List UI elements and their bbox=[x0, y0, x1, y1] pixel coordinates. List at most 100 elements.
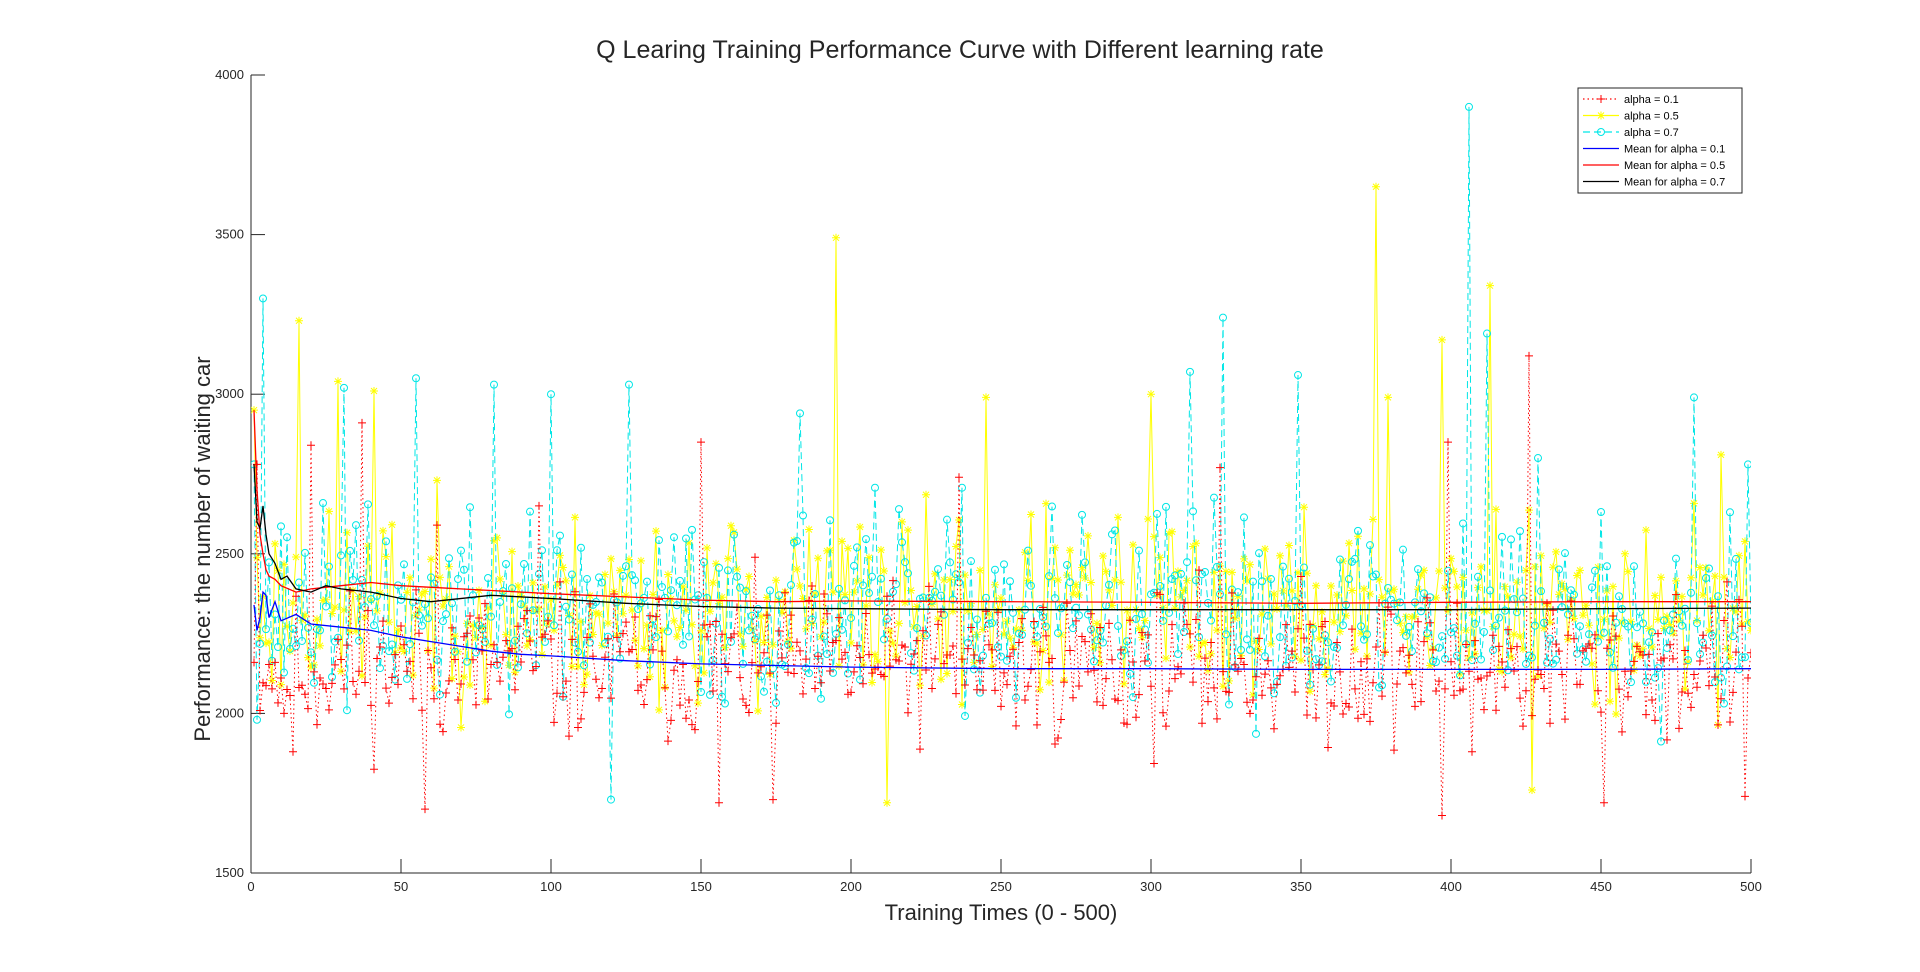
data-point bbox=[463, 619, 471, 628]
data-point bbox=[1423, 629, 1431, 638]
series-line bbox=[253, 106, 1751, 800]
data-point bbox=[952, 689, 960, 698]
data-point bbox=[1414, 565, 1422, 574]
data-point bbox=[868, 572, 876, 581]
data-point bbox=[1000, 630, 1008, 639]
data-point bbox=[853, 641, 861, 650]
data-point bbox=[1483, 606, 1491, 615]
data-point bbox=[1102, 674, 1110, 683]
data-point bbox=[844, 669, 852, 678]
data-point bbox=[934, 614, 942, 623]
data-point bbox=[1684, 689, 1692, 698]
data-point bbox=[1603, 562, 1611, 571]
data-point bbox=[1465, 667, 1473, 676]
y-tick-label: 4000 bbox=[215, 67, 244, 82]
data-point bbox=[991, 565, 999, 574]
data-point bbox=[277, 522, 285, 531]
data-point bbox=[1330, 618, 1338, 627]
data-point bbox=[658, 647, 666, 656]
data-point bbox=[1606, 635, 1614, 644]
data-point bbox=[1003, 617, 1011, 626]
data-point bbox=[1000, 560, 1008, 569]
data-point bbox=[1417, 697, 1425, 706]
data-point bbox=[1171, 571, 1179, 580]
data-point bbox=[1588, 659, 1596, 668]
data-point bbox=[280, 709, 288, 718]
data-point bbox=[1252, 637, 1260, 646]
data-point bbox=[979, 651, 987, 660]
data-point bbox=[397, 643, 405, 652]
data-point bbox=[502, 630, 510, 639]
data-point bbox=[820, 590, 828, 599]
data-point bbox=[1366, 717, 1374, 726]
data-point bbox=[304, 623, 312, 632]
data-point bbox=[301, 690, 309, 699]
data-point bbox=[1399, 643, 1407, 652]
data-point bbox=[1360, 584, 1368, 593]
data-point bbox=[1072, 603, 1080, 612]
data-point bbox=[1288, 586, 1296, 595]
data-point bbox=[1105, 580, 1113, 589]
legend-marker bbox=[1597, 95, 1605, 103]
data-point bbox=[1090, 666, 1098, 675]
data-point bbox=[280, 668, 288, 677]
data-point bbox=[340, 684, 348, 693]
data-point bbox=[1411, 612, 1419, 621]
data-point bbox=[1207, 638, 1215, 647]
data-point bbox=[1417, 607, 1425, 616]
data-point bbox=[514, 622, 522, 631]
data-point bbox=[1735, 551, 1743, 560]
data-point bbox=[1258, 691, 1266, 700]
data-point bbox=[1522, 686, 1530, 695]
data-point bbox=[319, 499, 327, 508]
data-point bbox=[1420, 637, 1428, 646]
data-point bbox=[895, 505, 903, 514]
data-point bbox=[781, 588, 789, 597]
data-point bbox=[1576, 566, 1584, 575]
data-point bbox=[1000, 668, 1008, 677]
data-point bbox=[988, 645, 996, 654]
data-point bbox=[652, 527, 660, 536]
data-point bbox=[1294, 624, 1302, 633]
data-point bbox=[580, 661, 588, 670]
data-point bbox=[397, 595, 405, 604]
y-tick-label: 3000 bbox=[215, 386, 244, 401]
data-point bbox=[826, 516, 834, 525]
data-point bbox=[631, 636, 639, 645]
data-point bbox=[853, 543, 861, 552]
data-point bbox=[1303, 710, 1311, 719]
data-point bbox=[505, 661, 513, 670]
data-point bbox=[1558, 579, 1566, 588]
data-point bbox=[1630, 666, 1638, 675]
data-point bbox=[1120, 679, 1128, 688]
data-point bbox=[1624, 622, 1632, 631]
data-point bbox=[1285, 663, 1293, 672]
data-point bbox=[1141, 657, 1149, 666]
data-point bbox=[838, 537, 846, 546]
data-point bbox=[1732, 648, 1740, 657]
data-point bbox=[1345, 703, 1353, 712]
data-point bbox=[1006, 652, 1014, 661]
data-point bbox=[376, 643, 384, 652]
data-point bbox=[898, 517, 906, 526]
data-point bbox=[535, 569, 543, 578]
data-point bbox=[583, 670, 591, 679]
data-point bbox=[1264, 611, 1272, 620]
data-point bbox=[862, 609, 870, 618]
data-point bbox=[1111, 526, 1119, 535]
data-point bbox=[1573, 571, 1581, 580]
data-point bbox=[1594, 686, 1602, 695]
data-point bbox=[1600, 798, 1608, 807]
data-point bbox=[283, 685, 291, 694]
data-point bbox=[1528, 653, 1536, 662]
data-point bbox=[1417, 571, 1425, 580]
data-point bbox=[1381, 648, 1389, 657]
data-point bbox=[1240, 513, 1248, 522]
data-point bbox=[967, 557, 975, 566]
legend-label: Mean for alpha = 0.5 bbox=[1624, 160, 1725, 172]
data-point bbox=[1324, 664, 1332, 673]
data-point bbox=[1642, 677, 1650, 686]
data-point bbox=[931, 569, 939, 578]
data-point bbox=[310, 667, 318, 676]
data-point bbox=[1489, 646, 1497, 655]
